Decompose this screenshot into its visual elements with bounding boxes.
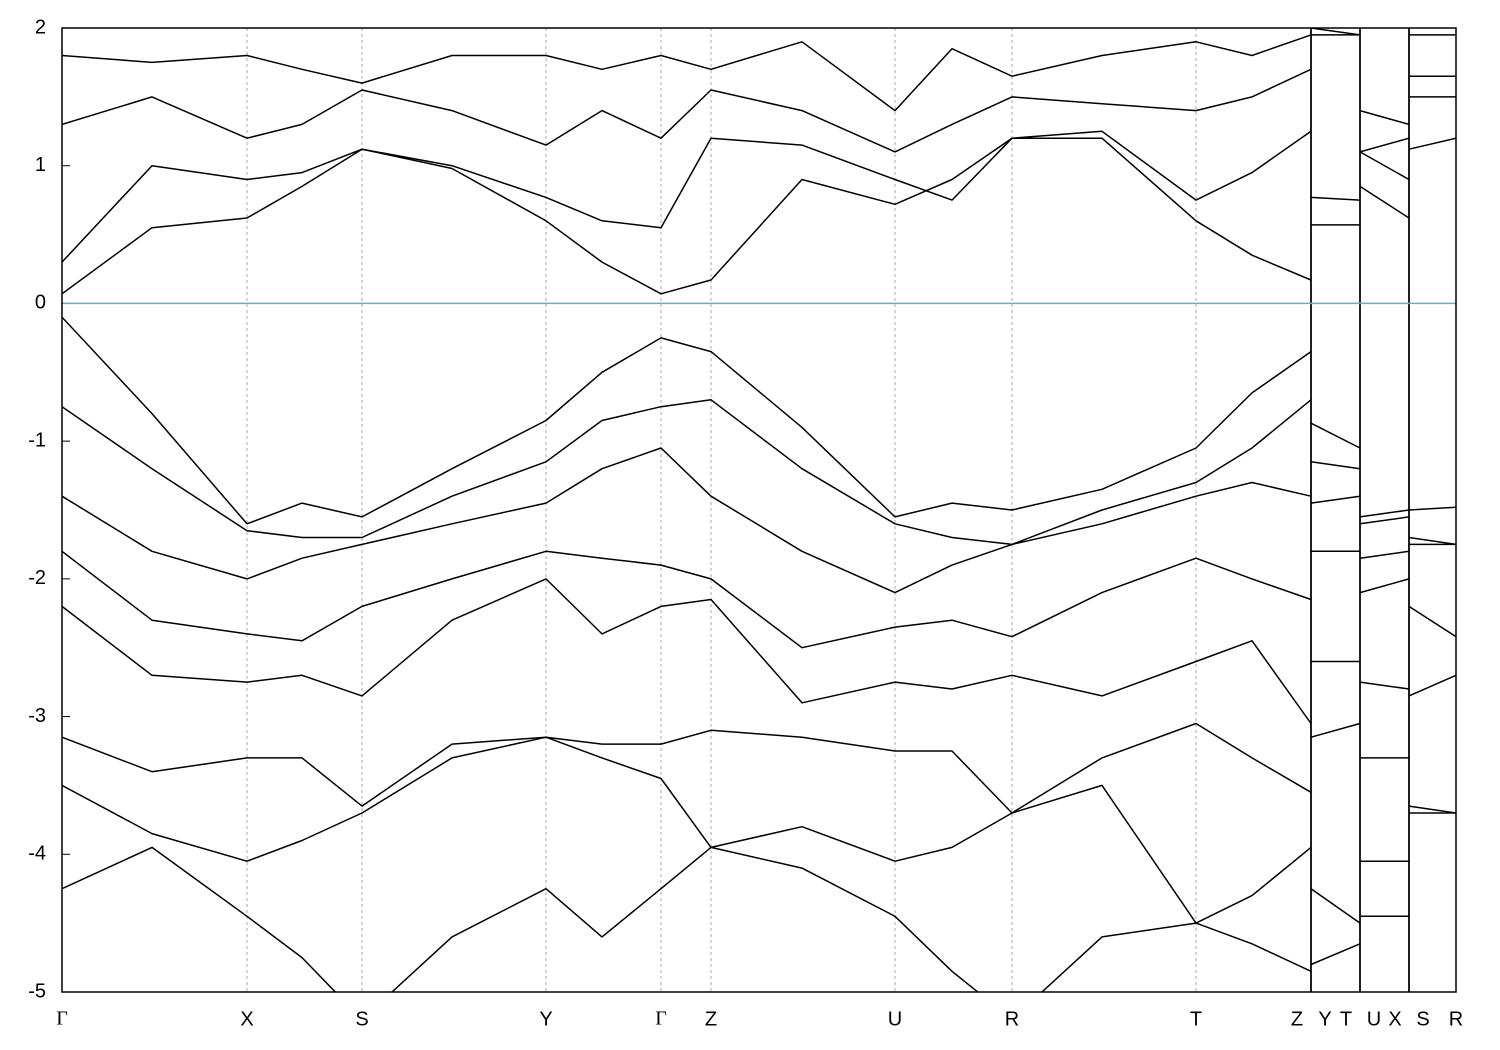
band-line [62, 96, 1456, 263]
y-tick-label: -4 [28, 843, 46, 865]
y-tick-label: -3 [28, 705, 46, 727]
x-tick-label: X [240, 1008, 253, 1030]
x-tick-label: T [1190, 1008, 1202, 1030]
x-tick-label: Y [1318, 1008, 1331, 1030]
band-line [62, 316, 1456, 525]
y-tick-label: 0 [35, 292, 46, 314]
x-tick-label: S [355, 1008, 368, 1030]
band-line [62, 550, 1456, 649]
y-tick-label: 1 [35, 154, 46, 176]
bands [62, 28, 1456, 992]
plot-frame [61, 27, 1457, 993]
y-tick-label: 2 [35, 16, 46, 38]
x-tick-label: Γ [56, 1008, 68, 1030]
band-line [62, 846, 1409, 992]
x-tick-label: U [1367, 1008, 1381, 1030]
band-line [62, 28, 1456, 126]
band-line [62, 736, 1456, 924]
x-tick-label: S [1416, 1008, 1429, 1030]
band-line [62, 34, 1456, 153]
x-tick-label: T [1340, 1008, 1352, 1030]
x-tick-label: U [888, 1008, 902, 1030]
y-tick-label: -5 [28, 980, 46, 1002]
band-line [62, 399, 1456, 546]
band-line [62, 722, 1456, 814]
x-tick-label: Y [539, 1008, 552, 1030]
x-tick-label: R [1449, 1008, 1463, 1030]
band-line [62, 578, 1456, 724]
x-tick-label: Z [1291, 1008, 1303, 1030]
band-line [62, 137, 1456, 295]
y-tick-label: -1 [28, 429, 46, 451]
y-tick-label: -2 [28, 567, 46, 589]
x-tick-label: Z [705, 1008, 717, 1030]
band-line [62, 447, 1456, 594]
x-tick-label: R [1005, 1008, 1019, 1030]
x-tick-label: X [1388, 1008, 1401, 1030]
x-tick-label: Γ [655, 1008, 667, 1030]
grid [61, 27, 1457, 993]
